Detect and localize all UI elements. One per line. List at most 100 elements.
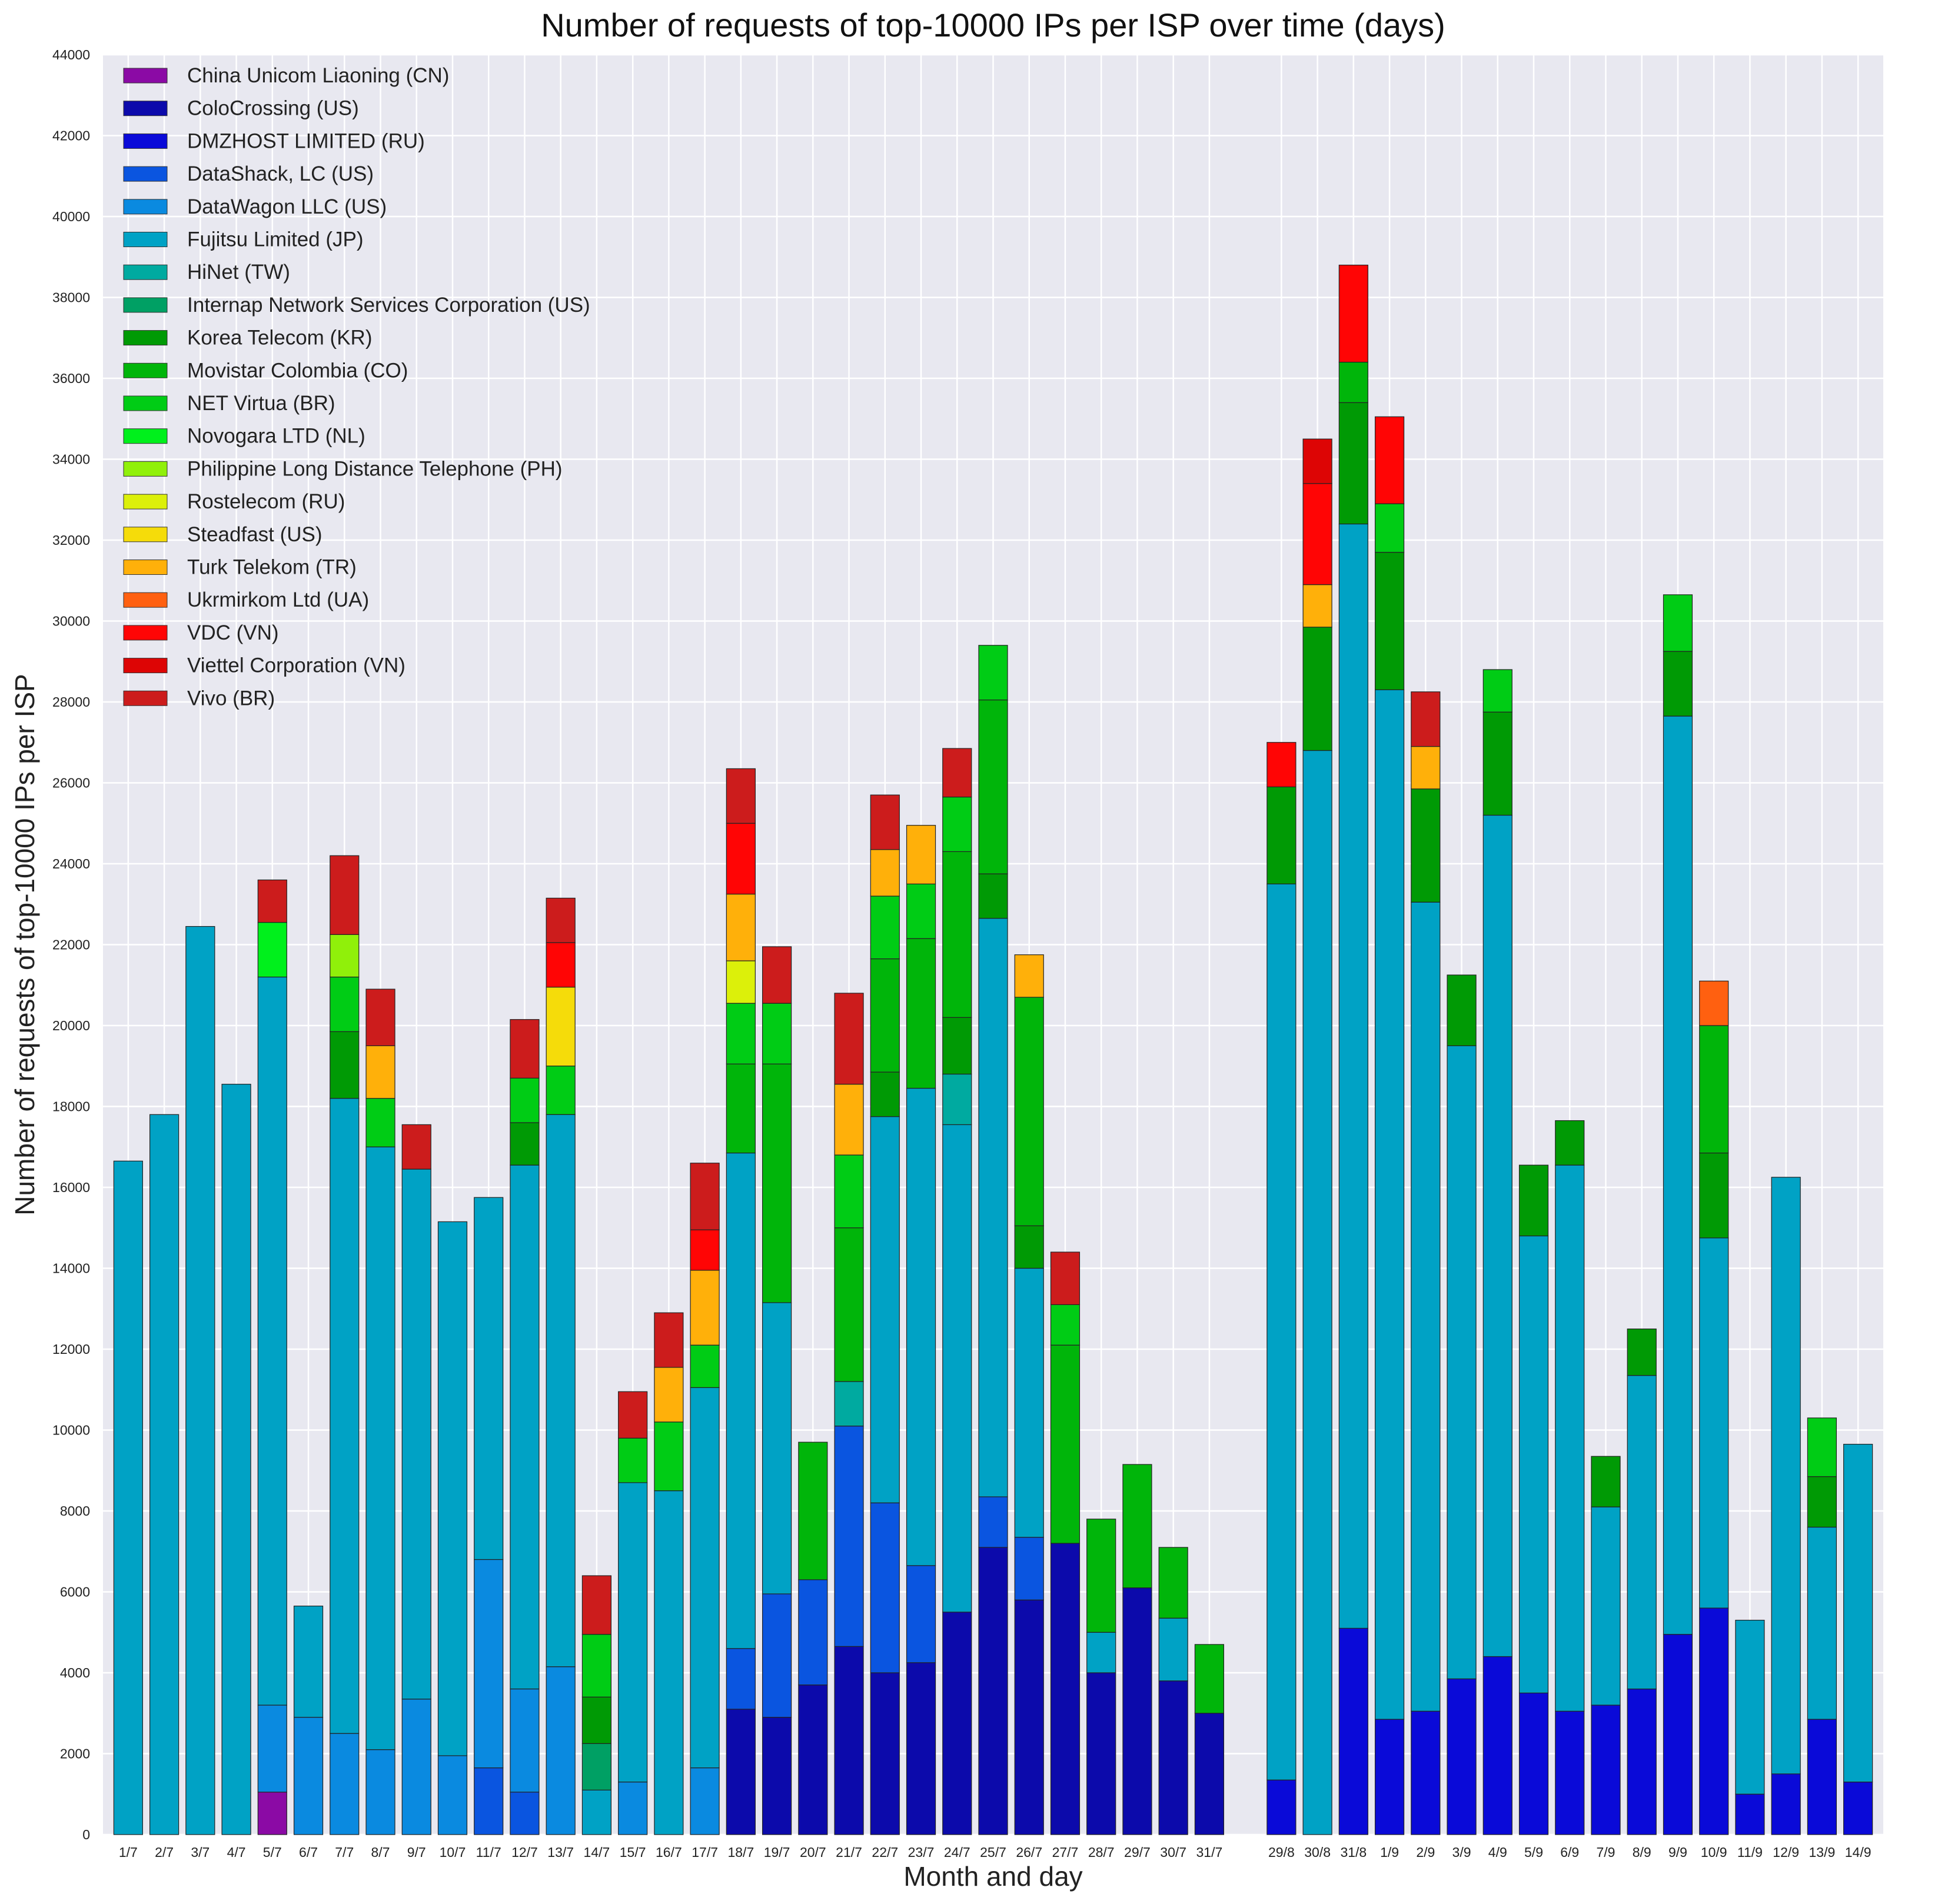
x-tick-label: 31/8	[1340, 1845, 1367, 1860]
bar-segment	[1338, 402, 1368, 525]
bar-segment	[330, 855, 360, 935]
bar-segment	[1266, 786, 1297, 884]
bar-segment	[257, 922, 287, 978]
bar-segment	[1663, 594, 1693, 652]
bar-segment	[474, 1559, 504, 1769]
bar-segment	[1374, 1719, 1405, 1835]
x-tick-label: 27/7	[1052, 1845, 1079, 1860]
bar-segment	[1050, 1251, 1081, 1305]
y-tick-label: 32000	[52, 532, 90, 548]
bar-segment	[1735, 1793, 1765, 1835]
x-tick-label: 23/7	[908, 1845, 935, 1860]
bar-segment	[1771, 1773, 1801, 1835]
bar-segment	[257, 1792, 287, 1835]
x-tick-label: 19/7	[764, 1845, 790, 1860]
y-tick-label: 2000	[60, 1746, 90, 1762]
legend-swatch	[123, 461, 168, 477]
bar-segment	[474, 1767, 504, 1835]
x-tick-label: 5/7	[263, 1845, 282, 1860]
legend-label: Novogara LTD (NL)	[187, 425, 365, 448]
x-tick-label: 12/9	[1773, 1845, 1799, 1860]
bar-segment	[221, 1084, 251, 1835]
y-tick-label: 38000	[52, 290, 90, 305]
bar-segment	[654, 1422, 684, 1492]
bar-segment	[1518, 1164, 1549, 1237]
bars	[113, 264, 1873, 1835]
bar-segment	[510, 1688, 540, 1793]
x-tick-label: 22/7	[872, 1845, 898, 1860]
y-tick-label: 34000	[52, 452, 90, 467]
bar-segment	[690, 1387, 720, 1769]
legend-label: Korea Telecom (KR)	[187, 327, 372, 349]
bar-segment	[726, 1003, 756, 1064]
bar-segment	[726, 960, 756, 1004]
bar-segment	[654, 1367, 684, 1423]
legend-label: VDC (VN)	[187, 621, 279, 644]
bar-segment	[365, 1146, 395, 1750]
legend-label: NET Virtua (BR)	[187, 392, 335, 415]
bar-segment	[437, 1221, 468, 1756]
bar-segment	[581, 1696, 612, 1744]
bar-segment	[1050, 1344, 1081, 1544]
x-tick-label: 11/7	[476, 1845, 501, 1860]
legend-label: Philippine Long Distance Telephone (PH)	[187, 457, 563, 480]
bar-segment	[330, 934, 360, 978]
bar-segment	[726, 1709, 756, 1835]
legend-swatch	[123, 592, 168, 608]
bar-segment	[978, 699, 1008, 874]
legend-swatch	[123, 625, 168, 641]
bar-segment	[257, 1705, 287, 1793]
y-tick-label: 24000	[52, 856, 90, 871]
bar-segment	[1302, 438, 1332, 484]
bar-segment	[510, 1077, 540, 1123]
bar-segment	[834, 1084, 864, 1156]
bar-segment	[257, 976, 287, 1706]
bar-segment	[690, 1344, 720, 1388]
bar-segment	[1014, 1225, 1044, 1269]
x-tick-label: 8/7	[371, 1845, 390, 1860]
bar-segment	[1699, 1152, 1729, 1239]
bar-segment	[581, 1575, 612, 1635]
x-tick-label: 6/9	[1560, 1845, 1579, 1860]
bar-segment	[762, 1593, 792, 1718]
x-tick-label: 12/7	[511, 1845, 538, 1860]
bar-segment	[906, 1087, 936, 1566]
legend-label: Turk Telekom (TR)	[187, 556, 357, 579]
legend-swatch	[123, 690, 168, 706]
bar-segment	[1447, 1045, 1477, 1679]
bar-segment	[330, 1733, 360, 1835]
y-tick-label: 36000	[52, 371, 90, 386]
bar-segment	[726, 1648, 756, 1710]
bar-segment	[113, 1160, 143, 1835]
bar-segment	[1843, 1782, 1873, 1835]
bar-segment	[1591, 1456, 1621, 1507]
bar-segment	[1771, 1177, 1801, 1775]
bar-segment	[1627, 1375, 1657, 1690]
bar-segment	[978, 873, 1008, 919]
y-tick-label: 0	[82, 1827, 90, 1842]
bar-segment	[510, 1019, 540, 1079]
x-tick-label: 21/7	[836, 1845, 862, 1860]
legend-swatch	[123, 527, 168, 542]
bar-segment	[149, 1114, 179, 1835]
bar-segment	[690, 1270, 720, 1346]
x-tick-label: 29/7	[1124, 1845, 1151, 1860]
legend-label: DataWagon LLC (US)	[187, 195, 387, 218]
legend-label: DataShack, LC (US)	[187, 162, 374, 185]
bar-segment	[1411, 691, 1441, 747]
bar-segment	[1518, 1692, 1549, 1835]
bar-segment	[1338, 264, 1368, 363]
bar-segment	[330, 1098, 360, 1734]
bar-segment	[1735, 1620, 1765, 1795]
bar-segment	[1014, 954, 1044, 998]
bar-segment	[1411, 746, 1441, 790]
legend-swatch	[123, 395, 168, 411]
bar-segment	[401, 1124, 431, 1170]
x-tick-label: 2/7	[155, 1845, 174, 1860]
x-tick-label: 28/7	[1088, 1845, 1115, 1860]
bar-segment	[1266, 883, 1297, 1780]
bar-segment	[1374, 689, 1405, 1720]
bar-segment	[437, 1755, 468, 1835]
legend-label: Movistar Colombia (CO)	[187, 359, 408, 382]
